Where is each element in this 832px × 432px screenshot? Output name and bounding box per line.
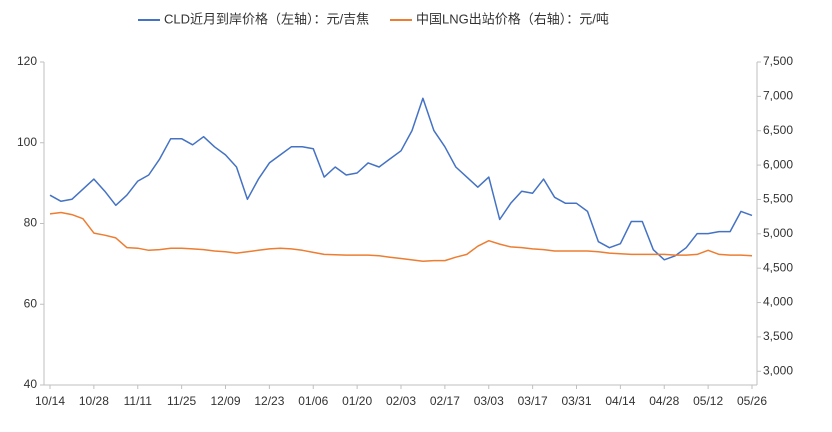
y-tick-label: 40 (24, 377, 38, 391)
x-tick-label: 11/11 (124, 394, 153, 408)
y2-tick-label: 6,000 (763, 157, 793, 171)
x-tick-label: 01/06 (298, 394, 328, 408)
legend-label: 中国LNG出站价格（右轴）：元/吨 (416, 11, 609, 26)
y-tick-label: 80 (24, 216, 38, 230)
x-tick-label: 01/20 (342, 394, 372, 408)
y2-tick-label: 6,500 (763, 123, 793, 137)
y2-tick-label: 7,000 (763, 89, 793, 103)
series-line (49, 97, 753, 261)
series-line (49, 211, 753, 263)
x-tick-label: 05/12 (693, 394, 723, 408)
y-tick-label: 100 (17, 135, 37, 149)
x-tick-label: 10/14 (35, 394, 65, 408)
x-tick-label: 04/14 (605, 394, 635, 408)
x-tick-label: 11/25 (167, 394, 196, 408)
x-tick-label: 12/09 (210, 394, 240, 408)
y2-tick-label: 5,000 (763, 226, 793, 240)
x-tick-label: 10/28 (79, 394, 109, 408)
legend: CLD近月到岸价格（左轴）：元/吉焦 中国LNG出站价格（右轴）：元/吨 (138, 11, 609, 26)
x-tick-label: 02/03 (386, 394, 416, 408)
y2-tick-label: 5,500 (763, 192, 793, 206)
y-tick-label: 60 (24, 296, 38, 310)
y2-tick-label: 7,500 (763, 54, 793, 68)
y2-tick-label: 3,500 (763, 329, 793, 343)
x-tick-label: 05/26 (737, 394, 767, 408)
y2-tick-label: 4,500 (763, 260, 793, 274)
y2-tick-label: 3,000 (763, 363, 793, 377)
x-tick-label: 03/03 (474, 394, 504, 408)
x-tick-label: 03/31 (561, 394, 591, 408)
y-tick-label: 120 (17, 54, 37, 68)
x-tick-label: 03/17 (518, 394, 548, 408)
x-tick-label: 02/17 (430, 394, 460, 408)
y2-tick-label: 4,000 (763, 295, 793, 309)
x-tick-label: 04/28 (649, 394, 679, 408)
legend-label: CLD近月到岸价格（左轴）：元/吉焦 (164, 11, 369, 26)
x-tick-label: 12/23 (254, 394, 284, 408)
